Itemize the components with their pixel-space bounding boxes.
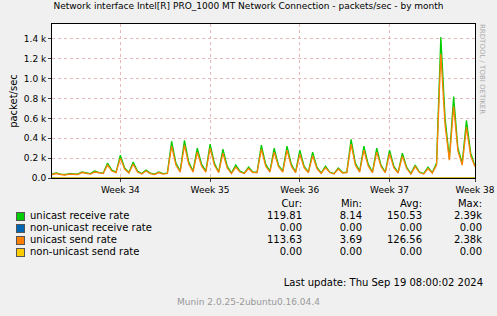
html-text:Munin 2.0.25-2ubuntu0.16.04.4: Munin 2.0.25-2ubuntu0.16.04.4 — [177, 297, 320, 307]
svg-text:packet/sec: packet/sec — [8, 74, 19, 128]
html-text:2.38k: 2.38k — [453, 234, 482, 245]
html-text:non-unicast send rate: non-unicast send rate — [30, 246, 140, 257]
svg-text:Week 37: Week 37 — [370, 185, 409, 195]
html-text:Min:: Min: — [340, 198, 362, 209]
html-text:Last update: Thu Sep 19 08:00:: Last update: Thu Sep 19 08:00:02 2024 — [283, 277, 483, 288]
html-text:2.39k: 2.39k — [453, 210, 482, 221]
html-text:0.00: 0.00 — [399, 246, 422, 257]
html-text:0.00: 0.00 — [459, 246, 482, 257]
svg-text:0.6 k: 0.6 k — [24, 114, 47, 124]
html-text:8.14: 8.14 — [339, 210, 362, 221]
html-text:113.63: 113.63 — [267, 234, 302, 245]
svg-text:1.4 k: 1.4 k — [24, 34, 47, 44]
html-text:Cur:: Cur: — [281, 198, 302, 209]
html-text:Avg:: Avg: — [400, 198, 422, 209]
html-text:3.69: 3.69 — [339, 234, 362, 245]
svg-text:1.2 k: 1.2 k — [24, 54, 47, 64]
html-text:0.00: 0.00 — [339, 246, 362, 257]
html-text:RRDTOOL / TOBI OETIKER: RRDTOOL / TOBI OETIKER — [478, 24, 486, 115]
html-text:unicast send rate: unicast send rate — [30, 234, 117, 245]
svg-text:Network interface Intel[R] PRO: Network interface Intel[R] PRO_1000 MT N… — [53, 1, 443, 11]
html-text:0.00: 0.00 — [339, 222, 362, 233]
html-text:0.00: 0.00 — [279, 222, 302, 233]
html-text:0.00: 0.00 — [399, 222, 422, 233]
html-text:150.53: 150.53 — [387, 210, 422, 221]
html-text:non-unicast receive rate: non-unicast receive rate — [30, 222, 152, 233]
html-text:0.00: 0.00 — [459, 222, 482, 233]
html-text:Max:: Max: — [458, 198, 482, 209]
svg-text:0.2 k: 0.2 k — [24, 153, 47, 163]
svg-text:0.8 k: 0.8 k — [24, 94, 47, 104]
svg-text:Week 35: Week 35 — [191, 185, 230, 195]
html-text:119.81: 119.81 — [267, 210, 302, 221]
html-text:126.56: 126.56 — [387, 234, 422, 245]
html-text:unicast receive rate: unicast receive rate — [30, 210, 130, 221]
svg-text:0.0: 0.0 — [32, 173, 47, 183]
svg-text:0.4 k: 0.4 k — [24, 133, 47, 143]
svg-text:Week 38: Week 38 — [456, 185, 495, 195]
svg-text:Week 34: Week 34 — [101, 185, 140, 195]
svg-text:1.0 k: 1.0 k — [24, 74, 47, 84]
html-text:0.00: 0.00 — [279, 246, 302, 257]
svg-text:Week 36: Week 36 — [280, 185, 319, 195]
